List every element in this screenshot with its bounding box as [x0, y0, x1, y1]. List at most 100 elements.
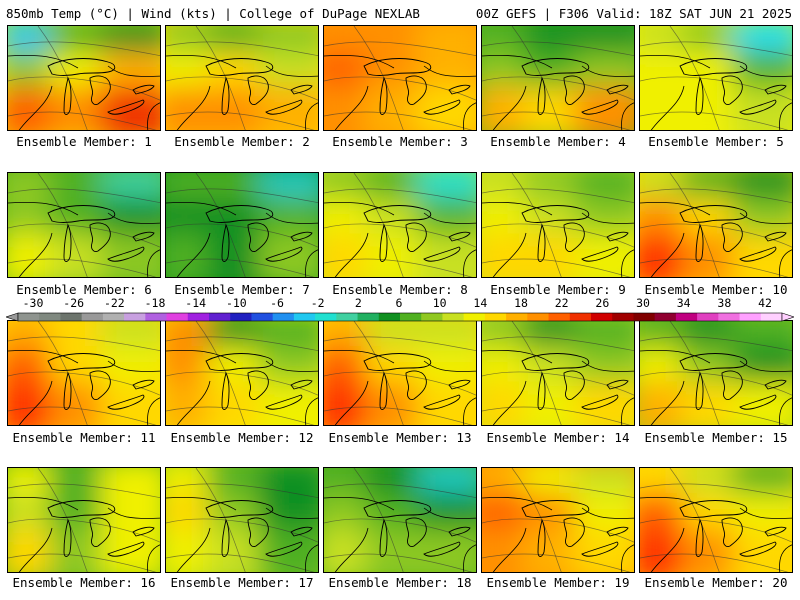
state-border [18, 527, 53, 572]
state-border [265, 507, 318, 519]
member-label: Ensemble Member: 18 [328, 575, 472, 590]
lake-outline [764, 231, 787, 242]
state-border [8, 201, 79, 216]
temperature-map [640, 468, 792, 572]
temperature-cell [258, 86, 318, 130]
temperature-cell [100, 86, 160, 130]
colorbar-segment [378, 313, 401, 321]
colorbar-segment [654, 313, 677, 321]
lake-outline [363, 500, 432, 518]
state-border [492, 527, 527, 572]
state-border [581, 507, 634, 519]
colorbar-segment [506, 313, 528, 321]
temperature-map [324, 26, 476, 130]
temperature-map [8, 468, 160, 572]
wind-contour [324, 518, 476, 543]
lake-outline [563, 222, 585, 252]
temperature-cell [258, 528, 318, 572]
lake-outline [581, 541, 619, 557]
state-border [107, 65, 160, 77]
state-border [739, 65, 792, 77]
lake-outline [521, 500, 590, 518]
temperature-map [482, 173, 634, 277]
state-border [739, 360, 792, 372]
wind-contour [8, 41, 160, 56]
colorbar-segment [272, 313, 295, 321]
lake-outline [363, 58, 432, 76]
state-border [482, 496, 553, 511]
lake-outline [247, 370, 269, 400]
colorbar-segment [739, 313, 762, 321]
wind-contour [640, 223, 792, 248]
wind-contour [482, 518, 634, 543]
lake-outline [363, 205, 432, 223]
lake-outline [721, 517, 743, 547]
wind-contour [324, 483, 476, 498]
lake-outline [379, 223, 388, 262]
colorbar-segment [81, 313, 104, 321]
state-border [265, 65, 318, 77]
member-label: Ensemble Member: 17 [170, 575, 314, 590]
lake-outline [265, 246, 303, 262]
lake-outline [581, 394, 619, 410]
temperature-map [640, 173, 792, 277]
lake-outline [290, 231, 313, 242]
lake-outline [290, 84, 313, 95]
lake-outline [107, 99, 145, 115]
state-border [176, 380, 211, 425]
state-border [107, 212, 160, 224]
lake-outline [764, 526, 787, 537]
lake-outline [721, 75, 743, 105]
ensemble-panel [7, 172, 161, 278]
wind-contour [482, 336, 634, 351]
temperature-cell [574, 86, 634, 130]
lake-outline [379, 518, 388, 557]
temperature-map [640, 321, 792, 425]
wind-contour [8, 258, 157, 277]
wind-contour [482, 483, 634, 498]
state-border [423, 65, 476, 77]
state-border [779, 249, 792, 277]
lake-outline [537, 223, 546, 262]
wind-contour [8, 406, 157, 425]
lake-outline [379, 76, 388, 115]
colorbar-segment [230, 313, 252, 321]
colorbar-segment [442, 313, 465, 321]
member-label: Ensemble Member: 7 [174, 282, 310, 297]
temperature-cell [732, 528, 792, 572]
state-border [147, 397, 160, 425]
lake-outline [89, 222, 111, 252]
wind-contour [482, 111, 631, 130]
colorbar-tick-label: 10 [432, 296, 447, 310]
colorbar-tick-label: 30 [636, 296, 650, 310]
lake-outline [606, 84, 629, 95]
lake-outline [695, 518, 704, 557]
colorbar-right-arrow [781, 312, 794, 322]
colorbar-segment [484, 313, 507, 321]
state-border [334, 232, 369, 277]
lake-outline [132, 379, 155, 390]
colorbar-segment [293, 313, 316, 321]
lake-outline [405, 75, 427, 105]
state-border [463, 397, 476, 425]
colorbar-segment [315, 313, 337, 321]
lake-outline [290, 379, 313, 390]
colorbar-tick-label: 34 [676, 296, 691, 310]
state-border [739, 212, 792, 224]
wind-contour [640, 483, 792, 498]
state-border [8, 54, 79, 69]
lake-outline [221, 76, 230, 115]
state-border [640, 54, 711, 69]
state-border [324, 349, 395, 364]
colorbar-tick-label: 38 [717, 296, 732, 310]
state-border [305, 102, 318, 130]
colorbar-segment [209, 313, 231, 321]
colorbar-segment [166, 313, 189, 321]
lake-outline [247, 517, 269, 547]
lake-outline [448, 526, 471, 537]
state-border [18, 85, 53, 130]
state-border [334, 527, 369, 572]
map-title: 850mb Temp (°C) | Wind (kts) | College o… [6, 6, 420, 21]
member-label: Ensemble Member: 12 [170, 430, 314, 445]
temperature-map [8, 26, 160, 130]
